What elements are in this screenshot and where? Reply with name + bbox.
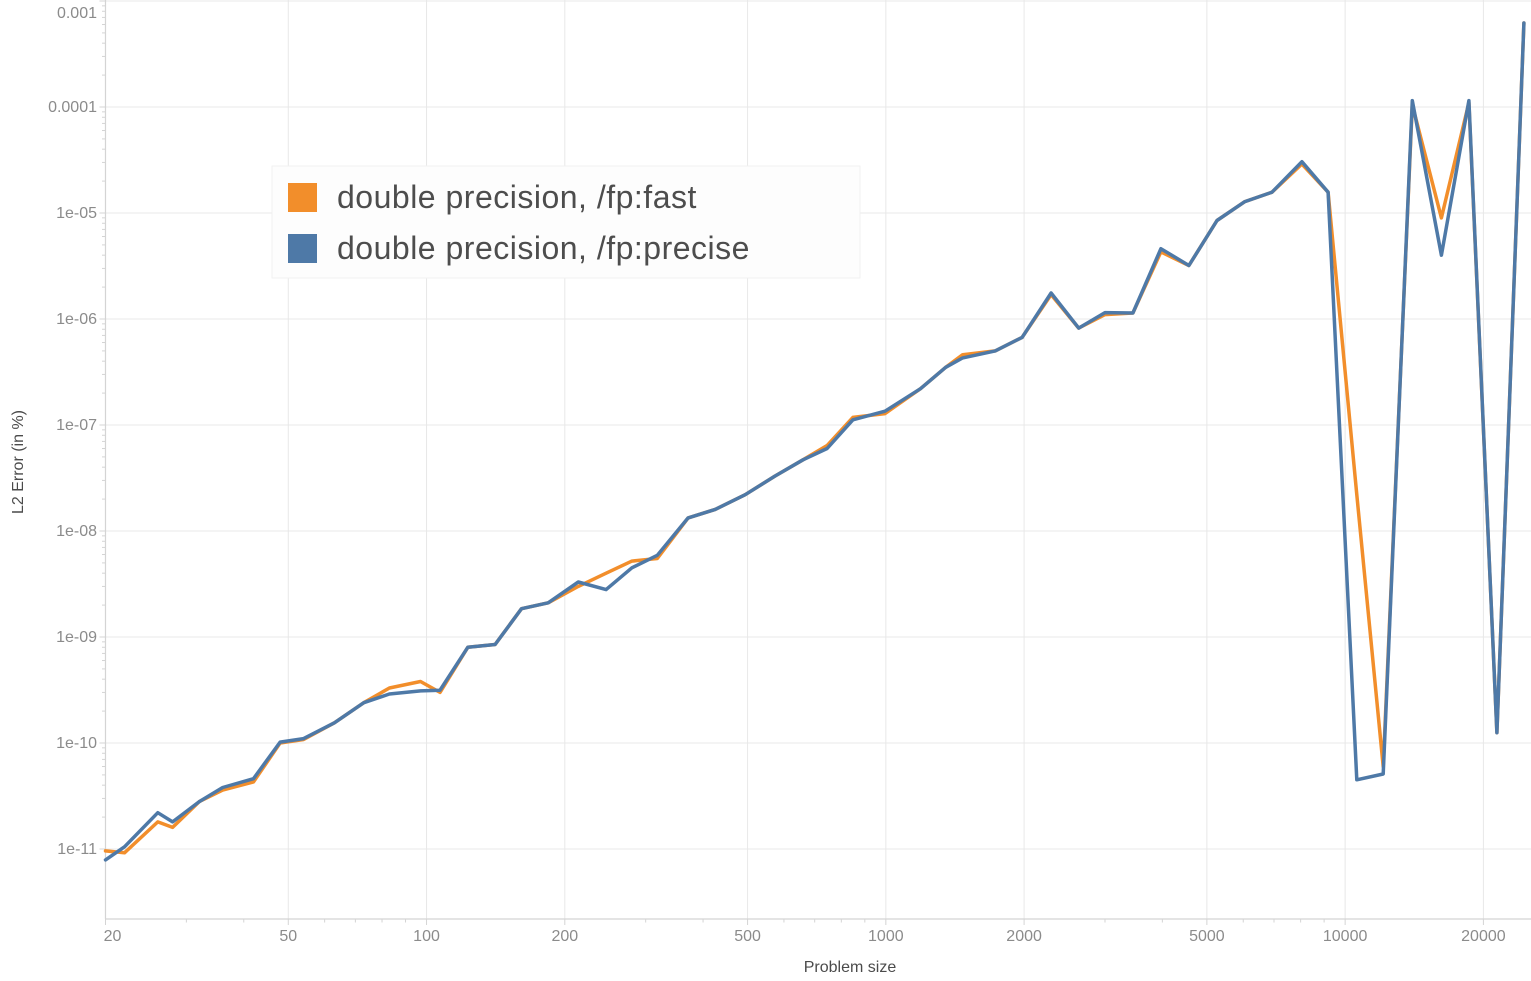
x-tick-label: 200 <box>551 928 578 945</box>
x-tick-label: 2000 <box>1006 928 1042 945</box>
y-tick-label: 1e-06 <box>56 311 97 328</box>
y-tick-label: 1e-10 <box>56 735 97 752</box>
x-tick-label: 5000 <box>1189 928 1225 945</box>
y-tick-label: 1e-08 <box>56 523 97 540</box>
x-tick-label: 1000 <box>868 928 904 945</box>
x-axis-title: Problem size <box>804 959 897 976</box>
legend-swatch-fp-fast <box>288 183 317 212</box>
y-tick-label: 1e-05 <box>56 205 97 222</box>
y-axis-title: L2 Error (in %) <box>10 410 27 514</box>
y-tick-label: 0.0001 <box>48 99 97 116</box>
x-tick-label: 50 <box>279 928 297 945</box>
y-tick-label: 1e-09 <box>56 629 97 646</box>
x-tick-label: 500 <box>734 928 761 945</box>
y-axis-tick-labels: 0.001 0.0001 1e-05 1e-06 1e-07 1e-08 1e-09 1e-1… <box>48 5 97 858</box>
series-lines <box>103 21 1526 862</box>
y-tick-label: 1e-11 <box>57 841 97 858</box>
x-tick-label: 20 <box>104 928 122 945</box>
x-tick-label: 100 <box>413 928 440 945</box>
legend-item-fp-fast: double precision, /fp:fast <box>288 179 697 215</box>
legend-label-fp-fast: double precision, /fp:fast <box>337 179 697 215</box>
legend-label-fp-precise: double precision, /fp:precise <box>337 230 750 266</box>
axis-tick-marks <box>99 0 1484 925</box>
axis-lines <box>104 0 1531 920</box>
x-tick-label: 10000 <box>1323 928 1368 945</box>
y-tick-label: 1e-07 <box>56 417 97 434</box>
y-tick-label: 0.001 <box>57 5 97 22</box>
legend-item-fp-precise: double precision, /fp:precise <box>288 230 750 266</box>
legend: double precision, /fp:fast double precis… <box>271 165 861 279</box>
gridlines <box>105 0 1531 919</box>
series-fp-precise-line <box>103 21 1526 862</box>
x-axis-tick-labels: 20 50 100 200 500 1000 2000 5000 10000 20000 <box>104 928 1506 945</box>
x-tick-label: 20000 <box>1461 928 1506 945</box>
legend-background <box>271 165 861 279</box>
legend-swatch-fp-precise <box>288 234 317 263</box>
